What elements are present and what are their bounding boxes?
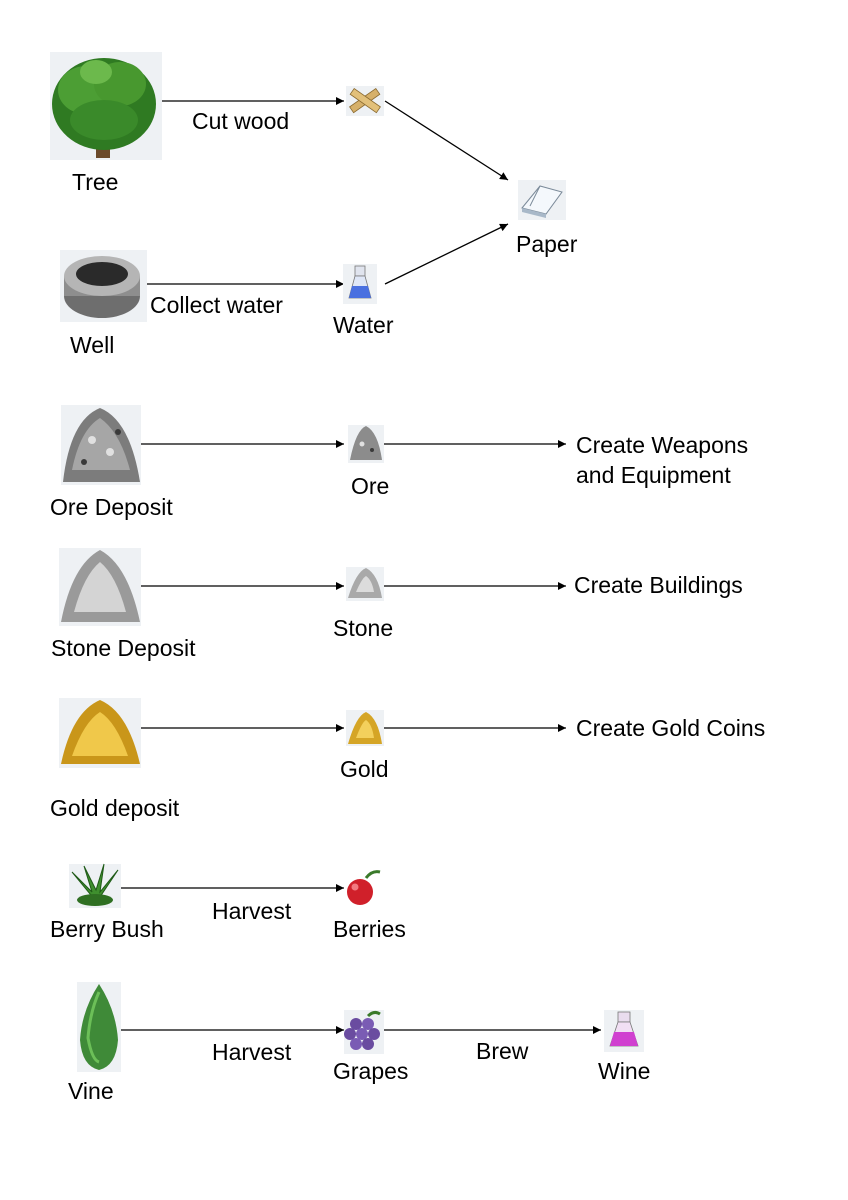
- gold-label: Gold: [340, 756, 389, 782]
- gold-icon: [346, 710, 384, 746]
- gold-deposit-label: Gold deposit: [50, 795, 180, 821]
- brew-label: Brew: [476, 1038, 529, 1064]
- harvest-berries-label: Harvest: [212, 898, 292, 924]
- water-flask-icon: [343, 264, 377, 304]
- grapes-icon: [344, 1010, 384, 1054]
- arrow-wood-to-paper: [384, 100, 509, 181]
- wine-label: Wine: [598, 1058, 651, 1084]
- stone-deposit-label: Stone Deposit: [51, 635, 196, 661]
- well-icon: [60, 250, 147, 322]
- wine-flask-icon: [604, 1010, 644, 1052]
- paper-label: Paper: [516, 231, 578, 257]
- ore-icon: [348, 425, 384, 463]
- stone-label: Stone: [333, 615, 394, 641]
- berry-bush-label: Berry Bush: [50, 916, 164, 942]
- well-label: Well: [70, 332, 115, 358]
- wood-icon: [346, 86, 384, 116]
- harvest-grapes-label: Harvest: [212, 1039, 292, 1065]
- grapes-label: Grapes: [333, 1058, 409, 1084]
- stone-icon: [346, 567, 384, 601]
- connectors: [121, 97, 601, 1034]
- berries-icon: [344, 868, 384, 908]
- tree-icon: [50, 52, 162, 160]
- collect-water-label: Collect water: [150, 292, 283, 318]
- berries-label: Berries: [333, 916, 406, 942]
- gold-deposit-icon: [59, 698, 141, 768]
- ore-label: Ore: [351, 473, 390, 499]
- vine-label: Vine: [68, 1078, 114, 1104]
- gold-coins-outcome-label: Create Gold Coins: [576, 715, 766, 741]
- water-label: Water: [333, 312, 394, 338]
- vine-icon: [77, 982, 121, 1072]
- berry-bush-icon: [69, 863, 121, 908]
- ore-deposit-label: Ore Deposit: [50, 494, 173, 520]
- weapons-outcome-label: Create Weapons and Equipment: [576, 432, 749, 488]
- arrow-water-to-paper: [384, 223, 509, 285]
- ore-deposit-icon: [61, 405, 141, 485]
- paper-icon: [518, 180, 566, 220]
- buildings-outcome-label: Create Buildings: [574, 572, 743, 598]
- cut-wood-label: Cut wood: [192, 108, 290, 134]
- tree-label: Tree: [72, 169, 119, 195]
- stone-deposit-icon: [59, 548, 141, 626]
